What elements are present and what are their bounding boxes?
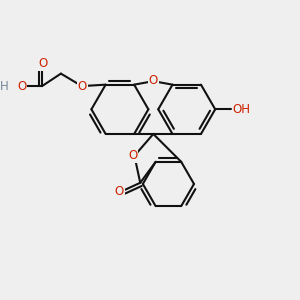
Text: O: O [78,80,87,93]
Text: O: O [149,74,158,87]
Text: H: H [0,80,9,93]
Text: O: O [128,149,137,162]
Text: O: O [17,80,26,93]
Text: OH: OH [232,103,250,116]
Text: O: O [38,57,47,70]
Text: O: O [115,185,124,198]
